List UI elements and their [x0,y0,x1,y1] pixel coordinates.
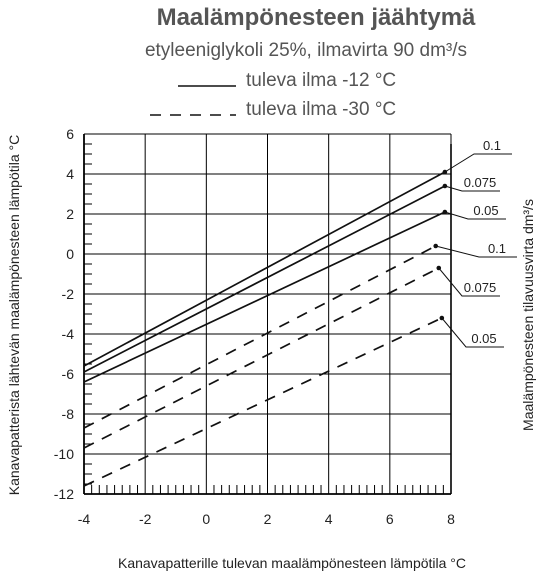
legend-label-dashed: tuleva ilma -30 °C [246,99,396,120]
x-tick-label: -2 [139,511,152,527]
y-tick-label: 4 [66,166,74,182]
legend-label-solid: tuleva ilma -12 °C [246,70,396,91]
series-leader-line [444,185,500,192]
series-leader-line [441,317,504,348]
x-tick-label: 4 [325,511,333,527]
x-tick-label: 6 [386,511,394,527]
series-line [83,185,446,373]
y-tick-label: -4 [62,326,75,342]
series-leader-line [435,245,517,258]
x-axis-label: Kanavapatterille tulevan maalämpönesteen… [118,555,466,571]
series-end-label: 0.05 [473,203,498,218]
y-tick-label: -8 [62,406,75,422]
series-end-label: 0.1 [483,138,501,153]
series-end-label: 0.075 [464,175,497,190]
y-tick-label: -2 [62,286,75,302]
y-axis-label: Kanavapatterista lähtevän maalämpönestee… [6,135,22,495]
series-leader-line [444,153,512,173]
series-end-label: 0.1 [488,241,506,256]
series-leader-line [444,211,506,220]
x-tick-label: 0 [202,511,210,527]
chart-subtitle: etyleeniglykoli 25%, ilmavirta 90 dm³/s [145,40,467,61]
series-end-label: 0.075 [464,280,497,295]
series-line [83,211,446,383]
series-end-label: 0.05 [471,331,496,346]
chart-title: Maalämpönesteen jäähtymä [157,4,476,31]
y-tick-label: 2 [66,206,74,222]
y-tick-label: 6 [66,126,74,142]
y-tick-label: -12 [54,486,74,502]
series-line [83,171,446,367]
y-tick-label: -10 [54,446,74,462]
x-tick-label: 2 [264,511,272,527]
y-tick-label: -6 [62,366,75,382]
plot-area: -4 -2 0 2 4 6 8 -12 -10 -8 -6 -4 -2 0 2 4 6 0.1 0.075 0.05 0… [54,126,517,527]
series-line [83,245,437,429]
x-tick-label: 8 [447,511,455,527]
series-line [83,317,443,487]
y2-axis-label: Maalämpönesteen tilavuusvirta dm³/s [520,199,536,431]
series-leader-line [438,267,500,297]
x-tick-label: -4 [78,511,91,527]
series-line [83,267,440,449]
y-tick-label: 0 [66,246,74,262]
